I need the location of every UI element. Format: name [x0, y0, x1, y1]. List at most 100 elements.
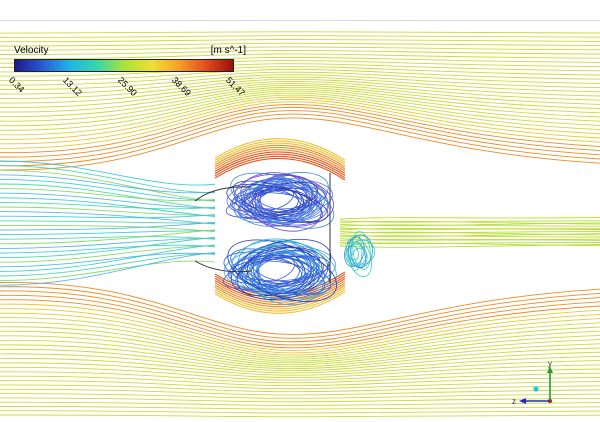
streamline [0, 117, 600, 171]
streamline [214, 291, 346, 314]
triad-z-label: z [512, 397, 516, 406]
streamline [0, 406, 600, 410]
free-stream-streamlines [0, 31, 600, 418]
vortex-loop [236, 247, 329, 300]
streamline [339, 224, 600, 227]
streamline [0, 236, 216, 259]
streamline [214, 286, 346, 310]
vortex-loop [231, 240, 337, 301]
cfd-viewport[interactable]: Velocity [m s^-1] 0.34 13.12 25.90 38.69… [0, 21, 600, 422]
streamline [0, 169, 216, 202]
legend-units: [m s^-1] [210, 45, 246, 56]
streamline [0, 229, 216, 245]
streamline [0, 90, 600, 127]
vortex-loop [244, 178, 322, 232]
vortex-loop [230, 248, 326, 295]
vortex-loop [227, 239, 338, 302]
streamline [0, 290, 600, 343]
streamline [0, 282, 600, 335]
streamline [214, 153, 346, 177]
streamline [0, 31, 600, 34]
streamline [0, 388, 600, 396]
streamline [0, 253, 216, 277]
streamline [214, 157, 346, 181]
streamline [0, 188, 216, 202]
legend-colorbar [14, 59, 234, 72]
vortex-loop [225, 187, 327, 218]
streamline [0, 362, 600, 379]
vortex-loop [345, 236, 372, 278]
streamline [339, 227, 600, 231]
streamline [214, 146, 346, 170]
recirculation-vortices [223, 172, 376, 306]
legend-tick-label: 13.12 [60, 75, 84, 99]
streamline [0, 252, 216, 286]
streamline [0, 84, 600, 113]
streamline [0, 375, 600, 387]
streamline [0, 260, 216, 282]
triad-z-arrow [519, 398, 526, 404]
streamline [0, 326, 600, 362]
toolbar-strip [0, 0, 600, 21]
streamline [0, 393, 600, 399]
streamline [0, 192, 216, 209]
vortex-loop [230, 172, 335, 229]
streamline [0, 230, 216, 236]
legend-tick-label: 38.69 [169, 75, 193, 99]
streamline [214, 151, 346, 174]
streamline [0, 335, 600, 366]
streamline [0, 237, 216, 249]
streamline [339, 244, 600, 248]
vortex-loop [240, 192, 312, 216]
streamline [0, 178, 216, 201]
legend-title: Velocity [14, 45, 49, 56]
streamline [0, 244, 216, 272]
streamline [0, 197, 216, 217]
vortex-loop [231, 185, 328, 223]
vortex-loop [226, 183, 329, 224]
vortex-loop [223, 251, 332, 296]
streamline [0, 224, 216, 233]
bluff-body-outline [194, 173, 331, 283]
streamline [0, 53, 600, 60]
vortex-loop [345, 244, 367, 267]
streamline [0, 101, 600, 149]
legend-tick-label: 51.47 [223, 75, 247, 99]
streamline [0, 221, 216, 231]
triad-y-label: y [548, 361, 552, 368]
streamline [339, 217, 600, 220]
streamline [0, 303, 600, 351]
streamline [214, 144, 346, 168]
streamline [0, 46, 600, 51]
vortex-loop [234, 174, 334, 227]
streamline [0, 366, 600, 381]
streamline [0, 220, 216, 224]
streamline-plot[interactable] [0, 21, 600, 422]
streamline [0, 353, 600, 374]
streamline [0, 86, 600, 118]
streamline [0, 357, 600, 376]
streamline [0, 211, 216, 225]
streamline [0, 299, 600, 349]
axis-triad[interactable]: y z [512, 361, 562, 409]
streamline [0, 201, 216, 210]
streamline [0, 88, 600, 122]
streamline [0, 66, 600, 77]
streamline [214, 140, 346, 163]
streamline [0, 92, 600, 131]
streamline [214, 142, 346, 166]
streamline [0, 76, 600, 95]
streamline [0, 110, 600, 162]
streamline [0, 71, 600, 86]
body-edge [194, 260, 253, 273]
streamline [0, 104, 600, 154]
streamline [214, 282, 346, 306]
streamline [0, 244, 216, 254]
streamline [0, 414, 600, 418]
vortex-loop [347, 234, 373, 268]
streamline [214, 284, 346, 308]
streamline [0, 397, 600, 403]
streamline [0, 294, 600, 346]
streamline [0, 183, 216, 210]
streamline [0, 252, 216, 268]
